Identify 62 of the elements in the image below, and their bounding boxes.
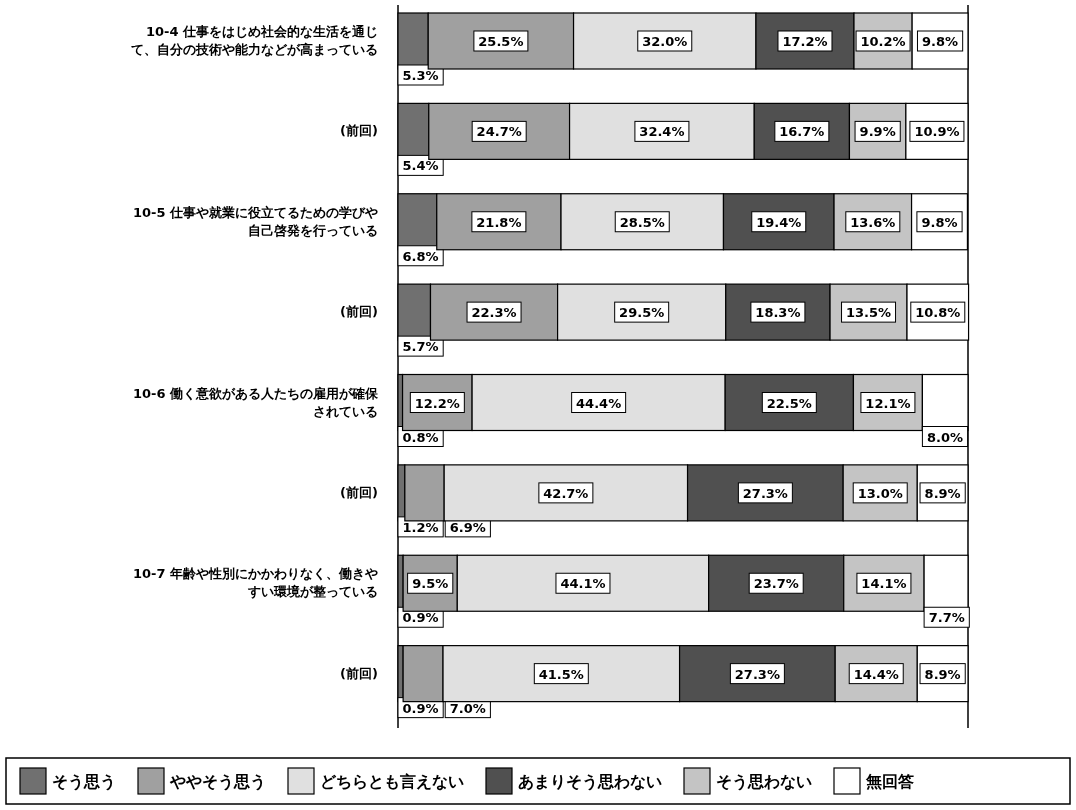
- data-label: 21.8%: [476, 214, 522, 230]
- data-label: 17.2%: [782, 34, 828, 49]
- y-tick-label: 10-6 働く意欲がある人たちの雇用が確保されている: [131, 384, 378, 421]
- data-label: 32.0%: [642, 34, 688, 49]
- y-tick-label: 10-5 仕事や就業に役立てるための学びや自己啓発を行っている: [131, 203, 378, 240]
- data-label: 19.4%: [756, 214, 802, 230]
- legend-label: そう思わない: [716, 772, 812, 791]
- data-label: 9.5%: [412, 576, 449, 592]
- data-label: 5.7%: [402, 339, 439, 355]
- data-label: 44.1%: [560, 576, 606, 592]
- data-label: 7.7%: [928, 610, 965, 626]
- data-label: 9.8%: [922, 34, 959, 49]
- data-label: 12.1%: [865, 395, 911, 411]
- data-label: 29.5%: [619, 305, 665, 321]
- legend-label: そう思う: [52, 772, 116, 791]
- legend-label: あまりそう思わない: [518, 772, 662, 791]
- data-label: 9.8%: [921, 214, 958, 230]
- data-label: 14.4%: [853, 666, 899, 682]
- data-label: 18.3%: [755, 305, 801, 321]
- y-tick-label: (前回): [339, 122, 378, 141]
- data-label: 0.9%: [402, 700, 439, 716]
- data-label: 27.3%: [734, 666, 780, 682]
- data-label: 8.0%: [926, 429, 964, 445]
- data-label: 5.4%: [402, 158, 439, 174]
- data-label: 44.4%: [576, 395, 622, 411]
- data-label: 41.5%: [538, 666, 584, 682]
- data-label: 10.2%: [860, 34, 906, 49]
- data-label: 13.0%: [857, 485, 903, 501]
- legend-label: 無回答: [865, 772, 914, 791]
- data-label: 28.5%: [619, 214, 665, 230]
- data-label: 25.5%: [478, 34, 524, 49]
- data-label: 6.9%: [449, 519, 486, 535]
- data-label: 9.9%: [859, 124, 896, 140]
- y-tick-label: (前回): [339, 664, 378, 683]
- y-tick-label: (前回): [339, 483, 378, 502]
- data-label: 8.9%: [924, 666, 961, 682]
- legend-label: ややそう思う: [169, 772, 266, 791]
- data-label: 10.8%: [915, 305, 961, 321]
- legend-label: どちらとも言えない: [320, 772, 464, 791]
- data-label: 24.7%: [476, 124, 522, 140]
- data-label: 13.6%: [850, 214, 896, 230]
- y-tick-label: (前回): [339, 303, 378, 322]
- data-label: 13.5%: [845, 305, 892, 321]
- data-label: 0.9%: [402, 610, 439, 626]
- data-label: 6.8%: [402, 248, 439, 264]
- y-tick-label: 10-4 仕事をはじめ社会的な生活を通じて、自分の技術や能力などが高まっている: [130, 23, 378, 59]
- data-label: 32.4%: [639, 124, 685, 140]
- data-label: 22.5%: [766, 395, 812, 411]
- data-label: 23.7%: [753, 576, 799, 592]
- data-label: 5.3%: [402, 68, 439, 83]
- data-label: 10.9%: [914, 124, 960, 140]
- data-label: 22.3%: [471, 305, 517, 321]
- data-label: 14.1%: [861, 576, 907, 592]
- data-label: 42.7%: [543, 485, 589, 501]
- data-label: 16.7%: [779, 124, 825, 140]
- data-label: 8.9%: [924, 485, 961, 501]
- data-label: 1.2%: [402, 519, 439, 535]
- y-tick-label: 10-7 年齢や性別にかかわりなく、働きやすい環境が整っている: [131, 565, 378, 602]
- data-label: 7.0%: [449, 700, 486, 716]
- data-label: 12.2%: [414, 395, 460, 411]
- data-label: 0.8%: [402, 429, 439, 445]
- data-label: 27.3%: [742, 485, 788, 501]
